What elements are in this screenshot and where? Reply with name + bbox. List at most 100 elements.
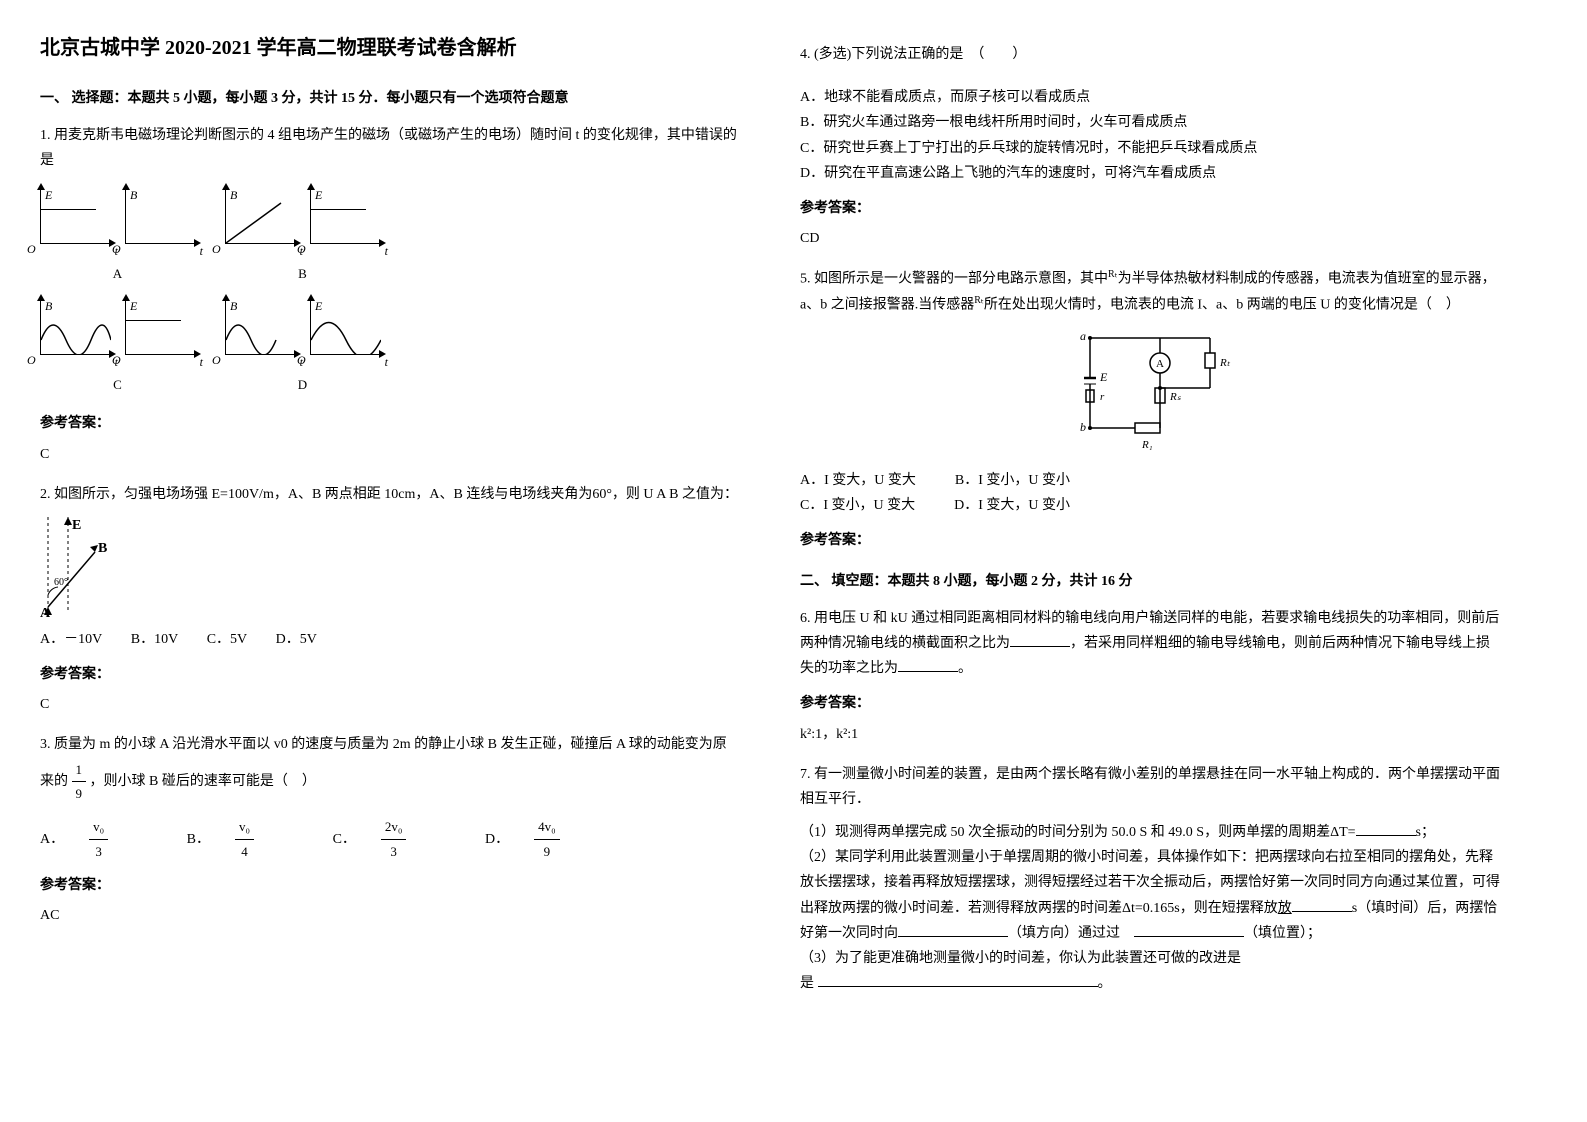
wave-1 [41,300,111,355]
q3-answer-label: 参考答案： [40,873,740,898]
q7-p2: （2）某同学利用此装置测量小于单摆周期的微小时间差，具体操作如下：把两摆球向右拉… [800,845,1500,946]
q3-options: A．v₀3 B．v₀4 C．2v₀3 D．4v₀9 [40,815,740,863]
q4-opt-C: C．研究世乒赛上丁宁打出的乒乓球的旋转情况时，不能把乒乓球看成质点 [800,136,1500,161]
graph-A-B: B O t [125,189,195,244]
q5-text: 5. 如图所示是一火警器的一部分电路示意图，其中Rₜ为半导体热敏材料制成的传感器… [800,266,1500,318]
svg-text:A: A [1156,358,1164,370]
question-3: 3. 质量为 m 的小球 A 沿光滑水平面以 v0 的速度与质量为 2m 的静止… [40,732,740,928]
q1-answer-label: 参考答案： [40,411,740,436]
q1-figures-row2: B O t E O t C B [40,300,740,396]
q2-opt-A: A．－10V [40,632,102,647]
question-5: 5. 如图所示是一火警器的一部分电路示意图，其中Rₜ为半导体热敏材料制成的传感器… [800,266,1500,553]
blank-3 [1356,820,1416,836]
label-C: C [113,373,122,396]
label-A: A [113,262,122,285]
q2-answer: C [40,692,740,717]
blank-6 [1134,921,1244,937]
q1-text: 1. 用麦克斯韦电磁场理论判断图示的 4 组电场产生的磁场（或磁场产生的电场）随… [40,123,740,173]
q1-answer: C [40,442,740,467]
q5-opt-C: C．I 变小，U 变大 [800,498,915,513]
q1-figure-D: B O t E O t D [225,300,380,396]
q6-answer: k²:1，k²:1 [800,722,1500,747]
blank-7 [818,971,1098,987]
svg-text:Rₜ: Rₜ [1219,357,1231,369]
flat-line [41,209,96,210]
q6-text: 6. 用电压 U 和 kU 通过相同距离相同材料的输电线向用户输送同样的电能，若… [800,606,1500,682]
q2-opt-D: D．5V [276,632,317,647]
flat-line-2 [311,209,366,210]
graph-C-B: B O t [40,300,110,355]
question-6: 6. 用电压 U 和 kU 通过相同距离相同材料的输电线向用户输送同样的电能，若… [800,606,1500,747]
q2-opt-C: C．5V [207,632,247,647]
question-7: 7. 有一测量微小时间差的装置，是由两个摆长略有微小差别的单摆悬挂在同一水平轴上… [800,762,1500,997]
q4-opt-B: B．研究火车通过路旁一根电线杆所用时间时，火车可看成质点 [800,110,1500,135]
q4-text: 4. (多选)下列说法正确的是 （ ） [800,42,1500,67]
q2-field-diagram: E B A 60° [40,517,120,617]
q5-opt-A: A．I 变大，U 变大 [800,473,916,488]
q7-text: 7. 有一测量微小时间差的装置，是由两个摆长略有微小差别的单摆悬挂在同一水平轴上… [800,762,1500,812]
q3-opt-A: A．v₀3 [40,832,158,847]
svg-text:B: B [98,541,107,556]
q1-figure-A: E O t B O t A [40,189,195,285]
flat-line-3 [126,320,181,321]
q4-opt-D: D．研究在平直高速公路上飞驰的汽车的速度时，可将汽车看成质点 [800,161,1500,186]
q1-figures-row1: E O t B O t A B O [40,189,740,285]
label-B: B [298,262,307,285]
graph-D-E: E O t [310,300,380,355]
q5-opt-D: D．I 变大，U 变小 [954,498,1070,513]
question-2: 2. 如图所示，匀强电场场强 E=100V/m，A、B 两点相距 10cm，A、… [40,482,740,718]
label-D: D [298,373,307,396]
svg-text:r: r [1100,391,1105,403]
q7-p2-guo: 过 [1106,926,1134,941]
q5-answer-label: 参考答案： [800,528,1500,553]
blank-5 [898,921,1008,937]
wave-3 [311,300,381,355]
blank-1 [1010,631,1070,647]
section1-header: 一、 选择题：本题共 5 小题，每小题 3 分，共计 15 分．每小题只有一个选… [40,86,740,111]
q7-shi: 是 [800,976,818,991]
underline-fang: 放 [1278,901,1292,916]
q1-figure-B: B O t E O t B [225,189,380,285]
question-4: 4. (多选)下列说法正确的是 （ ） A．地球不能看成质点，而原子核可以看成质… [800,42,1500,251]
wave-2 [226,300,296,355]
svg-text:E: E [1099,370,1108,384]
q3-opt-D: D．4v₀9 [485,832,610,847]
left-column: 北京古城中学 2020-2021 学年高二物理联考试卷含解析 一、 选择题：本题… [40,30,740,1008]
q3-answer: AC [40,903,740,928]
svg-text:R₁: R₁ [1141,439,1153,451]
q4-answer-label: 参考答案： [800,196,1500,221]
q3-frac: 1 9 [72,758,87,806]
section2-header: 二、 填空题：本题共 8 小题，每小题 2 分，共计 16 分 [800,569,1500,594]
q5-opt-B: B．I 变小，U 变小 [955,473,1070,488]
q2-answer-label: 参考答案： [40,662,740,687]
q4-answer: CD [800,226,1500,251]
q1-figure-C: B O t E O t C [40,300,195,396]
q3-text: 3. 质量为 m 的小球 A 沿光滑水平面以 v0 的速度与质量为 2m 的静止… [40,732,740,805]
q4-opt-A: A．地球不能看成质点，而原子核可以看成质点 [800,85,1500,110]
svg-text:a: a [1080,329,1086,343]
q7-p1: （1）现测得两单摆完成 50 次全振动的时间分别为 50.0 S 和 49.0 … [800,820,1500,845]
q5-circuit-diagram: a A Rₜ Rₛ E r b [1050,328,1250,458]
q2-options: A．－10V B．10V C．5V D．5V [40,627,740,652]
graph-B-E: E O t [310,189,380,244]
graph-D-B: B O t [225,300,295,355]
svg-text:b: b [1080,420,1086,434]
graph-A-E: E O t [40,189,110,244]
blank-2 [898,656,958,672]
q2-text: 2. 如图所示，匀强电场场强 E=100V/m，A、B 两点相距 10cm，A、… [40,482,740,507]
q6-answer-label: 参考答案： [800,691,1500,716]
svg-text:E: E [72,518,81,533]
ramp-line [226,198,286,243]
q7-p3: （3）为了能更准确地测量微小的时间差，你认为此装置还可做的改进是是 。 [800,946,1500,996]
q3-opt-B: B．v₀4 [187,832,304,847]
graph-B-B: B O t [225,189,295,244]
right-column: 4. (多选)下列说法正确的是 （ ） A．地球不能看成质点，而原子核可以看成质… [800,30,1500,1008]
q2-opt-B: B．10V [131,632,178,647]
page-title: 北京古城中学 2020-2021 学年高二物理联考试卷含解析 [40,30,740,66]
svg-text:Rₛ: Rₛ [1169,391,1182,403]
q5-options: A．I 变大，U 变大 B．I 变小，U 变小 C．I 变小，U 变大 D．I … [800,468,1500,518]
q3-opt-C: C．2v₀3 [333,832,457,847]
question-1: 1. 用麦克斯韦电磁场理论判断图示的 4 组电场产生的磁场（或磁场产生的电场）随… [40,123,740,467]
blank-4 [1292,896,1352,912]
graph-C-E: E O t [125,300,195,355]
